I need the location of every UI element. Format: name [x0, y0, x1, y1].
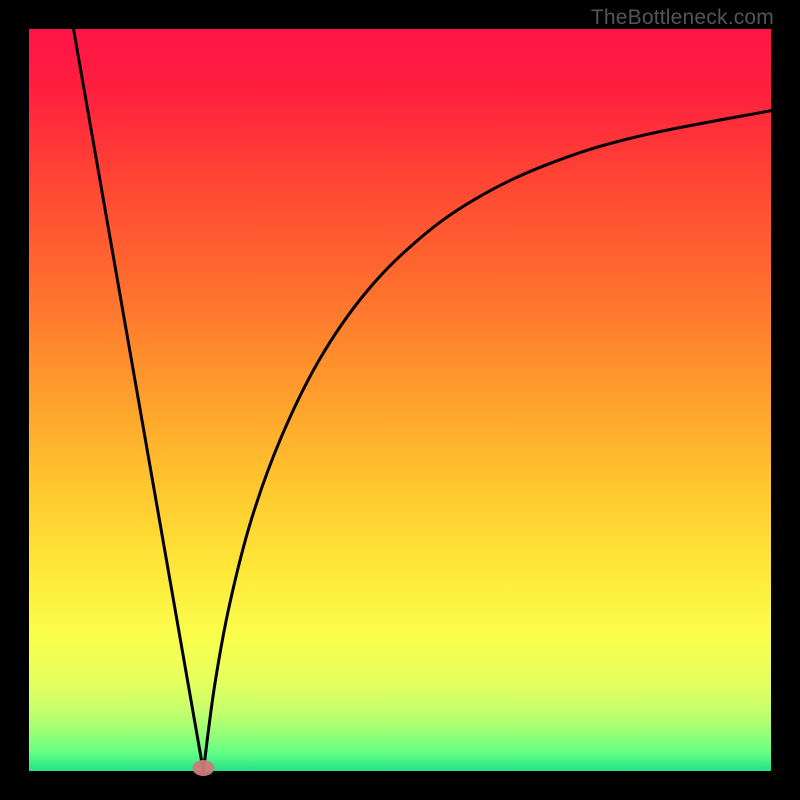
watermark-text: TheBottleneck.com: [591, 6, 774, 30]
plot-area-gradient: [29, 29, 771, 771]
chart-canvas: TheBottleneck.com: [0, 0, 800, 800]
chart-svg: [0, 0, 800, 800]
minimum-marker: [192, 760, 214, 776]
